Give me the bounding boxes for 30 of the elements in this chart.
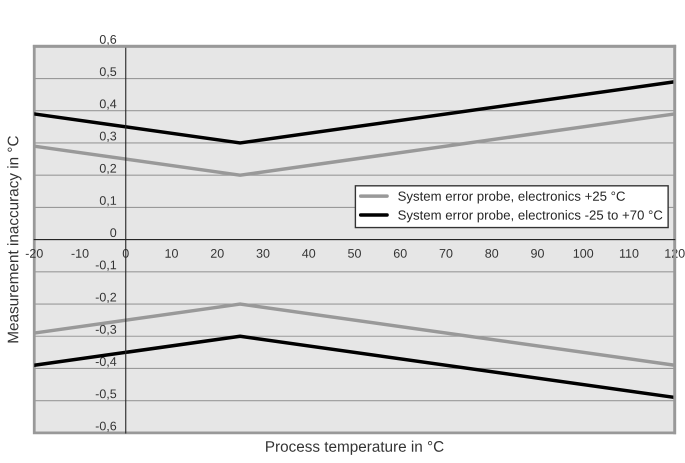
- y-tick-label: 0,5: [100, 67, 116, 78]
- x-tick-label: 10: [165, 248, 178, 258]
- x-tick-label: 80: [485, 248, 498, 258]
- y-tick-label: 0,2: [100, 164, 116, 174]
- x-tick-label: 110: [620, 248, 638, 258]
- y-tick-label: 0,6: [100, 34, 116, 46]
- x-tick-label: 90: [531, 248, 544, 258]
- y-tick-label: -0,4: [96, 357, 116, 368]
- x-tick-label: 30: [256, 248, 270, 258]
- x-tick-label: 20: [210, 248, 224, 258]
- y-tick-label: -0,5: [96, 389, 116, 400]
- y-tick-label: -0,3: [96, 324, 116, 336]
- x-tick-label: 100: [574, 248, 594, 258]
- y-tick-label: -0,1: [96, 260, 116, 271]
- y-axis-title: Measurement inaccuracy in °C: [7, 136, 22, 342]
- y-tick-label: 0,1: [100, 196, 116, 206]
- legend-label: System error probe, electronics -25 to +70 °C: [398, 210, 662, 222]
- y-tick-label: -0,6: [96, 422, 116, 432]
- x-tick-label: 70: [440, 248, 452, 258]
- x-tick-label: 60: [394, 248, 407, 258]
- y-tick-label: 0,4: [100, 99, 116, 110]
- x-tick-label: 50: [348, 248, 361, 258]
- x-tick-label: -20: [26, 248, 43, 258]
- y-tick-label: 0: [110, 228, 116, 238]
- y-tick-label: 0,3: [100, 132, 116, 142]
- y-tick-label: -0,2: [96, 292, 116, 304]
- x-tick-label: 40: [302, 248, 316, 258]
- x-axis-title: Process temperature in °C: [266, 440, 444, 455]
- legend-label: System error probe, electronics +25 °C: [398, 191, 625, 204]
- x-tick-label: -10: [72, 248, 89, 258]
